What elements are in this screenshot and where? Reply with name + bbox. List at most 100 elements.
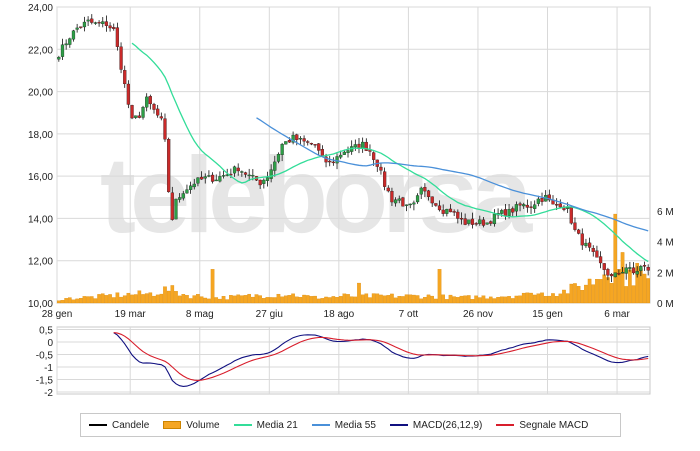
volume-bar (144, 293, 149, 304)
candle-body (247, 174, 251, 177)
candle-body (269, 169, 273, 179)
volume-bar (166, 290, 171, 304)
volume-bar (111, 297, 116, 304)
candle-body (474, 223, 478, 225)
volume-bar (218, 298, 222, 304)
date-tick-label: 27 giu (256, 309, 283, 320)
candle-body (459, 218, 464, 220)
legend-item: Segnale MACD (496, 420, 588, 431)
volume-bar (75, 298, 79, 304)
candle-body (620, 272, 625, 274)
price-tick-label: 22,00 (28, 45, 53, 56)
legend-label: Segnale MACD (519, 419, 589, 431)
volume-bar (262, 298, 266, 304)
macd-line (113, 332, 649, 387)
candle-body (93, 22, 98, 24)
candle-body (598, 256, 603, 264)
candle-body (573, 222, 577, 230)
price-tick-label: 18,00 (28, 130, 53, 141)
candle-body (185, 189, 189, 194)
volume-bar (141, 294, 145, 304)
volume-bar (540, 292, 544, 304)
volume-bar (360, 294, 365, 304)
volume-bar (551, 293, 555, 304)
volume-bar (86, 296, 90, 304)
volume-bar (547, 295, 552, 304)
macd-tick-label: -0,5 (36, 351, 54, 362)
candle-body (287, 140, 292, 143)
volume-bar (382, 295, 387, 304)
candle-body (265, 177, 270, 181)
volume-bar (349, 296, 354, 304)
volume-bar (569, 283, 574, 304)
candle-body (221, 175, 226, 177)
candle-body (203, 176, 207, 179)
price-tick-label: 12,00 (28, 257, 53, 268)
candle-body (313, 144, 317, 146)
ma21-line (131, 42, 649, 263)
candle-body (240, 171, 244, 173)
legend-item: Media 21 (233, 420, 298, 431)
date-tick-label: 19 mar (115, 309, 147, 320)
candle-body (346, 150, 350, 154)
volume-bar (188, 298, 193, 304)
legend-swatch (163, 421, 182, 429)
volume-bar (221, 296, 226, 304)
volume-bar (342, 293, 347, 304)
candle-body (525, 204, 529, 208)
volume-bar (229, 295, 233, 304)
volume-bar (155, 294, 160, 304)
candle-body (595, 250, 599, 258)
volume-bar (437, 269, 442, 304)
volume-bar (558, 293, 563, 304)
candle-body (511, 208, 515, 213)
price-tick-label: 14,00 (28, 214, 53, 225)
volume-bar (631, 285, 636, 304)
candle-body (298, 138, 303, 140)
volume-bar (130, 294, 134, 304)
volume-bar (225, 299, 230, 304)
macd-tick-label: -2 (44, 388, 53, 399)
volume-bar (426, 294, 431, 304)
candle-body (141, 107, 145, 118)
candle-body (390, 191, 394, 203)
volume-bar (441, 294, 445, 304)
price-tick-label: 24,00 (28, 3, 53, 14)
volume-tick-label: 0 M (657, 299, 674, 310)
macd-tick-label: -1,5 (36, 376, 54, 387)
candle-body (364, 141, 368, 151)
candle-body (335, 156, 339, 164)
candle-body (104, 21, 109, 26)
candle-body (624, 267, 628, 274)
volume-bar (470, 299, 475, 304)
candle-body (64, 43, 68, 46)
volume-bar (448, 294, 453, 304)
volume-bar (408, 294, 413, 304)
volume-bar (521, 292, 526, 304)
candle-body (243, 172, 248, 175)
candle-body (276, 153, 281, 162)
candle-body (75, 27, 79, 30)
candle-body (423, 187, 427, 192)
volume-bar (108, 294, 112, 304)
candle-body (372, 152, 376, 160)
volume-bar (467, 295, 471, 304)
candle-body (591, 248, 595, 252)
volume-bar (338, 296, 343, 304)
volume-bar (313, 295, 317, 304)
candle-body (82, 21, 87, 28)
candle-body (540, 198, 544, 202)
volume-bars (57, 213, 650, 304)
candle-body (115, 27, 120, 47)
volume-bar (273, 297, 277, 304)
candle-body (280, 144, 284, 155)
legend-swatch (389, 424, 408, 426)
candle-body (613, 272, 617, 278)
macd-panel-frame (56, 326, 651, 395)
legend-swatch (233, 424, 252, 426)
volume-bar (485, 298, 489, 304)
candle-body (119, 46, 123, 70)
volume-bar (412, 294, 416, 304)
volume-bar (642, 273, 647, 304)
price-tick-label: 20,00 (28, 88, 53, 99)
